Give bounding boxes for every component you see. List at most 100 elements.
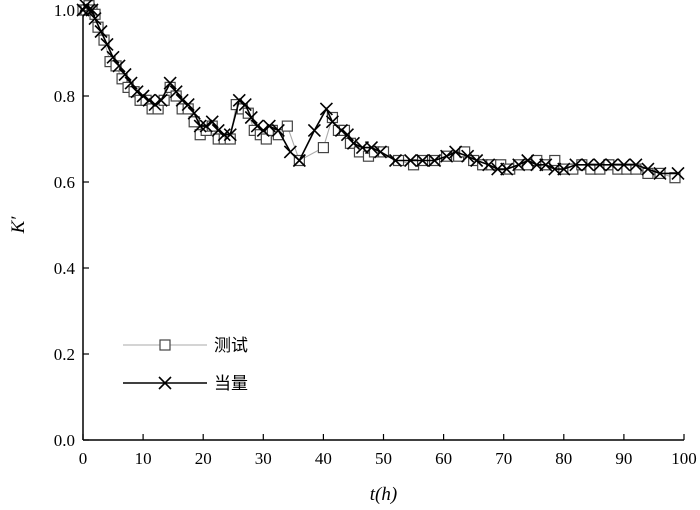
data-point <box>307 123 321 137</box>
data-point <box>557 162 571 176</box>
data-point <box>671 166 685 180</box>
data-point <box>334 123 348 137</box>
plot-area: 0 10 20 30 40 50 60 70 80 90 100 0.0 0.2 0.4 0.6 0.8 1.… <box>54 0 697 468</box>
data-point <box>112 59 126 73</box>
data-point <box>500 162 514 176</box>
data-point <box>100 37 114 51</box>
data-point <box>244 110 258 125</box>
data-point <box>346 136 361 150</box>
y-tick-label: 0.0 <box>54 431 75 450</box>
data-point <box>106 50 120 64</box>
series-layer <box>76 0 685 184</box>
x-tick-label: 40 <box>315 449 332 468</box>
legend-label-test: 测试 <box>214 336 248 356</box>
data-point <box>569 158 583 172</box>
data-point <box>217 128 231 142</box>
data-point <box>605 158 619 172</box>
data-point <box>373 145 388 159</box>
data-point <box>617 158 631 172</box>
data-point <box>124 76 138 90</box>
y-tick-label: 0.2 <box>54 345 75 364</box>
data-point <box>459 146 471 158</box>
data-point <box>281 120 293 132</box>
data-point <box>377 146 390 158</box>
y-tick-label: 0.8 <box>54 87 75 106</box>
y-tick-label: 0.4 <box>54 259 76 278</box>
data-point <box>223 128 237 142</box>
x-axis-ticks: 0 10 20 30 40 50 60 70 80 90 100 <box>79 434 697 468</box>
data-point <box>415 153 430 168</box>
data-point <box>188 116 200 128</box>
data-point <box>262 119 276 133</box>
data-point <box>319 102 333 116</box>
data-point <box>364 141 379 155</box>
data-point <box>581 158 595 172</box>
legend-marker-equivalent <box>158 376 172 390</box>
series-1 <box>76 0 685 180</box>
data-point <box>187 106 201 120</box>
data-point <box>292 153 306 168</box>
y-tick-label: 1.0 <box>54 1 75 20</box>
data-point <box>317 142 329 154</box>
data-point <box>512 158 526 172</box>
y-axis-label: K′ <box>8 216 29 235</box>
data-point <box>136 89 150 103</box>
data-point <box>205 115 219 129</box>
data-point <box>653 166 667 180</box>
x-tick-label: 60 <box>435 449 452 468</box>
legend-marker-shape <box>158 376 172 390</box>
data-point <box>521 153 535 168</box>
data-point <box>82 3 96 17</box>
data-point <box>470 153 484 168</box>
data-point <box>388 153 403 168</box>
data-point <box>181 98 195 112</box>
x-tick-label: 0 <box>79 449 88 468</box>
data-point <box>130 85 144 99</box>
data-point <box>340 128 355 142</box>
data-point <box>629 158 643 172</box>
legend-marker-test <box>159 339 171 351</box>
data-point <box>539 158 553 172</box>
data-point <box>440 149 454 163</box>
x-tick-label: 50 <box>375 449 392 468</box>
x-tick-label: 100 <box>671 449 697 468</box>
data-point <box>199 119 213 133</box>
x-tick-label: 20 <box>195 449 212 468</box>
data-point <box>403 153 418 168</box>
data-point <box>193 119 207 133</box>
data-point <box>142 93 156 107</box>
data-point <box>118 67 132 82</box>
data-point <box>256 123 270 137</box>
data-point <box>154 93 168 107</box>
series-0 <box>77 0 681 184</box>
data-point <box>163 76 177 90</box>
x-tick-label: 10 <box>135 449 152 468</box>
data-point <box>271 123 285 137</box>
data-point <box>94 24 108 39</box>
x-tick-label: 70 <box>495 449 512 468</box>
data-point <box>250 119 264 133</box>
data-point <box>641 162 655 176</box>
data-point <box>238 98 252 112</box>
legend-label-equivalent: 当量 <box>214 374 248 394</box>
data-point <box>88 12 102 26</box>
data-point <box>461 149 475 163</box>
x-tick-label: 90 <box>615 449 632 468</box>
legend-marker-shape <box>159 339 171 351</box>
data-point <box>232 93 246 107</box>
y-axis-ticks: 0.0 0.2 0.4 0.6 0.8 1.0 <box>54 1 89 450</box>
data-point <box>593 158 607 172</box>
data-point <box>175 93 189 107</box>
x-tick-label: 30 <box>255 449 272 468</box>
data-point <box>482 158 496 172</box>
data-point <box>449 145 463 159</box>
x-axis-label: t(h) <box>370 484 397 505</box>
x-tick-label: 80 <box>555 449 572 468</box>
data-point <box>338 124 351 137</box>
data-point <box>169 85 183 99</box>
data-point <box>148 98 162 112</box>
legend: 测试 当量 <box>123 336 248 394</box>
data-point <box>211 123 225 137</box>
y-tick-label: 0.6 <box>54 173 75 192</box>
